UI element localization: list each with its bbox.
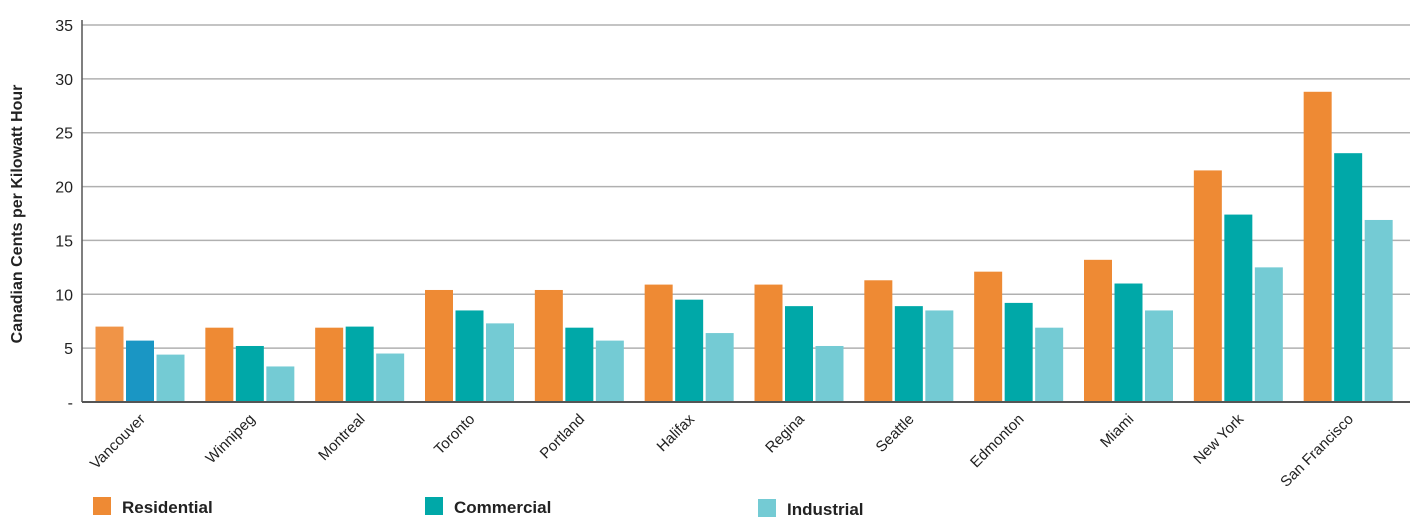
y-tick-labels: - 5 10 15 20 25 30 35 bbox=[55, 18, 73, 412]
y-tick-label: 15 bbox=[55, 233, 73, 250]
bar-residential-edmonton bbox=[974, 271, 1003, 402]
bar-residential-new-york bbox=[1193, 170, 1222, 402]
bar-commercial-halifax bbox=[675, 299, 704, 402]
legend-swatch-commercial bbox=[425, 497, 443, 515]
legend-label-commercial: Commercial bbox=[454, 498, 551, 517]
legend-swatch-residential bbox=[93, 497, 111, 515]
bar-industrial-regina bbox=[815, 345, 844, 402]
bar-industrial-winnipeg bbox=[266, 366, 295, 402]
bar-residential-seattle bbox=[864, 280, 893, 402]
category-label: Halifax bbox=[654, 410, 699, 455]
category-label: Miami bbox=[1097, 411, 1137, 451]
legend-label-residential: Residential bbox=[122, 498, 213, 517]
bar-commercial-san-francisco bbox=[1334, 153, 1363, 402]
bar-industrial-miami bbox=[1145, 310, 1173, 402]
legend-swatch-industrial bbox=[758, 499, 776, 517]
bar-industrial-edmonton bbox=[1035, 327, 1064, 402]
bar-industrial-new-york bbox=[1254, 267, 1283, 402]
y-tick-label: 35 bbox=[55, 18, 73, 35]
category-label: New York bbox=[1190, 410, 1247, 467]
bar-industrial-vancouver bbox=[156, 354, 185, 402]
bar-residential-portland bbox=[534, 289, 563, 402]
bar-commercial-portland bbox=[565, 327, 594, 402]
bar-residential-winnipeg bbox=[205, 327, 234, 402]
y-tick-label: 10 bbox=[55, 287, 73, 304]
category-label: Montreal bbox=[315, 411, 368, 464]
bar-commercial-toronto bbox=[455, 310, 484, 402]
bar-industrial-halifax bbox=[705, 333, 734, 402]
bar-residential-vancouver bbox=[95, 326, 124, 402]
bar-industrial-san-francisco bbox=[1364, 219, 1393, 402]
bar-residential-san-francisco bbox=[1303, 91, 1332, 402]
bar-commercial-vancouver bbox=[126, 340, 154, 402]
category-label: Toronto bbox=[431, 411, 478, 458]
bar-industrial-montreal bbox=[376, 353, 405, 402]
y-tick-label: 5 bbox=[64, 341, 73, 358]
bar-commercial-regina bbox=[785, 306, 813, 402]
category-label: Portland bbox=[537, 411, 589, 463]
bar-industrial-seattle bbox=[925, 310, 954, 402]
bars bbox=[95, 91, 1393, 402]
y-tick-label: - bbox=[68, 395, 73, 412]
bar-commercial-montreal bbox=[345, 326, 374, 402]
category-label: Seattle bbox=[873, 411, 918, 456]
y-tick-label: 30 bbox=[55, 72, 73, 89]
category-label: Edmonton bbox=[967, 411, 1027, 471]
legend-label-industrial: Industrial bbox=[787, 500, 864, 519]
y-tick-label: 20 bbox=[55, 180, 73, 197]
y-tick-label: 25 bbox=[55, 126, 73, 143]
category-label: Regina bbox=[762, 410, 808, 456]
bar-residential-toronto bbox=[425, 289, 453, 402]
bar-residential-miami bbox=[1084, 259, 1112, 402]
category-label: Vancouver bbox=[87, 411, 149, 473]
bar-commercial-seattle bbox=[894, 306, 923, 402]
bar-commercial-edmonton bbox=[1004, 302, 1033, 402]
category-label: San Francisco bbox=[1277, 411, 1357, 491]
bar-commercial-miami bbox=[1114, 283, 1143, 402]
category-labels: Vancouver Winnipeg Montreal Toronto Portland… bbox=[87, 410, 1357, 490]
bar-industrial-portland bbox=[595, 340, 624, 402]
bar-industrial-toronto bbox=[486, 323, 514, 402]
bar-residential-halifax bbox=[644, 284, 673, 402]
bar-residential-montreal bbox=[315, 327, 344, 402]
y-axis-label: Canadian Cents per Kilowatt Hour bbox=[9, 85, 26, 344]
category-label: Winnipeg bbox=[202, 411, 258, 467]
grid-layer bbox=[82, 24, 1410, 349]
bar-residential-regina bbox=[754, 284, 783, 402]
bar-commercial-new-york bbox=[1224, 214, 1253, 402]
bar-commercial-winnipeg bbox=[235, 345, 264, 402]
legend: Residential Commercial Industrial bbox=[93, 497, 864, 519]
